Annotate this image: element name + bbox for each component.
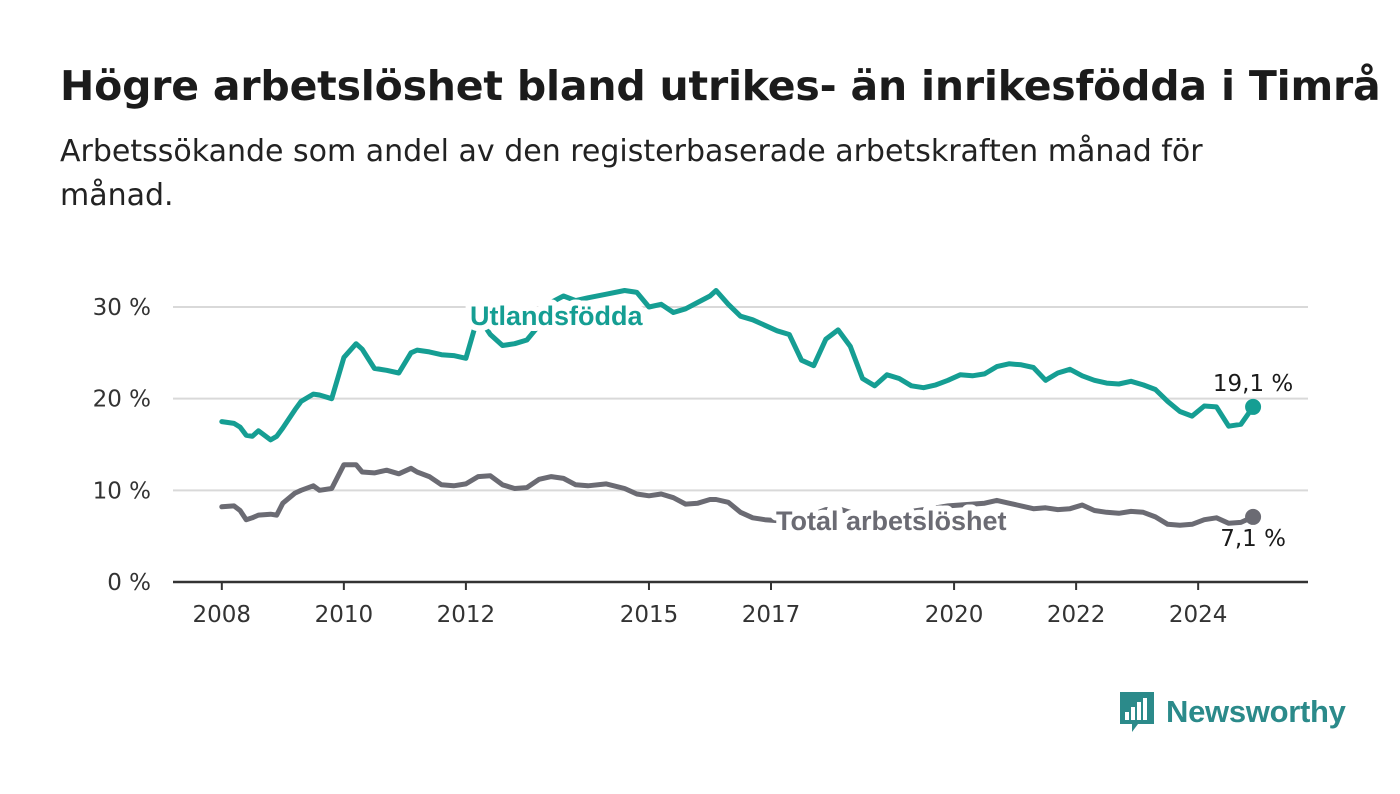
end-label-total: 7,1 % xyxy=(1220,526,1286,552)
y-tick-label: 30 % xyxy=(93,295,151,321)
grid-lines xyxy=(173,306,1308,584)
y-tick-label: 0 % xyxy=(107,570,151,596)
y-tick-label: 10 % xyxy=(93,478,151,504)
x-tick-label: 2010 xyxy=(315,602,374,628)
chart-subtitle: Arbetssökande som andel av den registerb… xyxy=(60,134,1203,213)
series-line-total xyxy=(219,462,1256,528)
y-axis-ticks: 0 % 10 % 20 % 30 % xyxy=(93,295,151,596)
series-label-total: Total arbetslöshet xyxy=(776,506,1007,536)
end-point-total xyxy=(1245,508,1262,525)
series-label-utlandsfodda-halo: Utlandsfödda xyxy=(470,301,643,331)
series-label-total-halo: Total arbetslöshet xyxy=(776,506,1007,536)
x-tick-label: 2015 xyxy=(620,602,679,628)
x-tick-label: 2024 xyxy=(1169,602,1228,628)
chart-title: Högre arbetslöshet bland utrikes- än inr… xyxy=(60,62,1381,110)
newsworthy-bar-chart-icon xyxy=(1120,692,1154,732)
series-labels: 19,1 %7,1 %UtlandsföddaUtlandsföddaTotal… xyxy=(464,295,1293,552)
series-label-utlandsfodda: Utlandsfödda xyxy=(470,301,643,331)
brand-name: Newsworthy xyxy=(1166,694,1346,729)
x-tick-label: 2008 xyxy=(193,602,252,628)
series-lines xyxy=(219,288,1262,528)
x-tick-label: 2012 xyxy=(437,602,496,628)
newsworthy-logo: Newsworthy xyxy=(1118,690,1346,734)
y-tick-label: 20 % xyxy=(93,387,151,413)
x-tick-label: 2022 xyxy=(1047,602,1106,628)
x-tick-label: 2017 xyxy=(742,602,801,628)
x-tick-label: 2020 xyxy=(925,602,984,628)
series-line-utlandsfodda xyxy=(219,288,1256,443)
end-label-utlandsfodda: 19,1 % xyxy=(1213,371,1293,397)
end-point-utlandsfodda xyxy=(1245,398,1262,415)
x-axis-ticks: 2008 2010 2012 2015 2017 2020 2022 2024 xyxy=(193,582,1228,628)
